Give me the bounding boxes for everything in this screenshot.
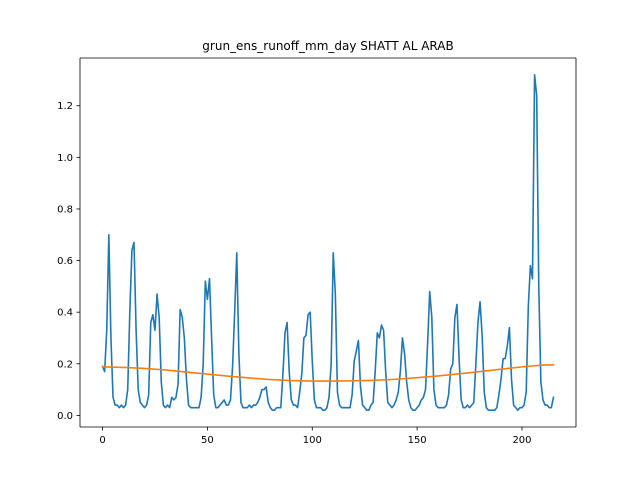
y-tick-label-4: 0.8 bbox=[57, 204, 73, 215]
y-tick-label-5: 1.0 bbox=[57, 153, 73, 164]
x-tick-label-200: 200 bbox=[512, 435, 531, 446]
y-tick-label-2: 0.4 bbox=[57, 308, 73, 319]
axes-layer: 0 50 100 150 200 0.0 0.2 0.4 0.6 0.8 1.0 1.2 bbox=[57, 57, 577, 446]
plot-background bbox=[80, 58, 576, 427]
series-layer bbox=[101, 73, 555, 412]
y-tick-label-0: 0.0 bbox=[57, 411, 73, 422]
y-tick-label-6: 1.2 bbox=[57, 101, 73, 112]
x-tick-label-50: 50 bbox=[201, 435, 214, 446]
x-tick-label-100: 100 bbox=[303, 435, 322, 446]
y-tick-label-3: 0.6 bbox=[57, 256, 73, 267]
y-tick-label-1: 0.2 bbox=[57, 359, 73, 370]
x-tick-label-0: 0 bbox=[99, 435, 105, 446]
series-line-2 bbox=[101, 363, 555, 382]
plot-area bbox=[80, 58, 576, 427]
chart-title: grun_ens_runoff_mm_day SHATT AL ARAB bbox=[202, 39, 453, 53]
x-tick-label-150: 150 bbox=[408, 435, 427, 446]
series-line-1 bbox=[101, 73, 555, 412]
